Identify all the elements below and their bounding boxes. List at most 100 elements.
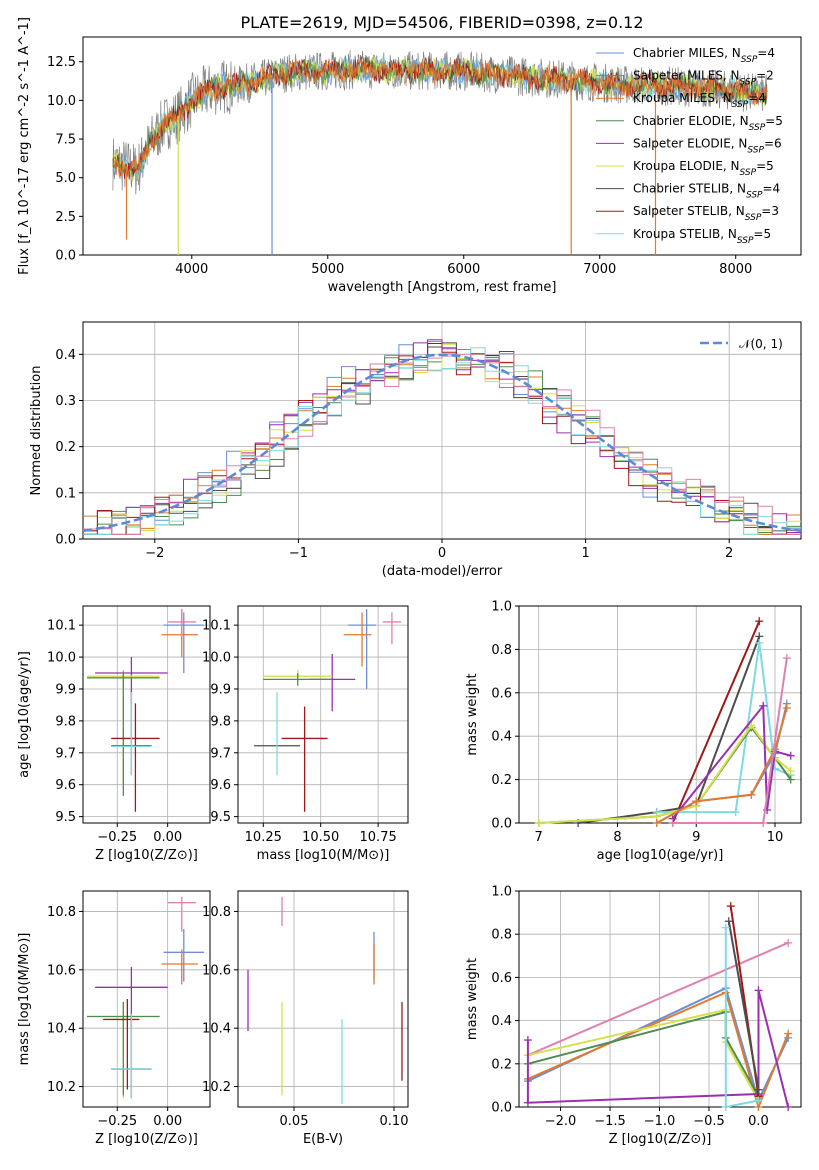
errorbar-point	[103, 999, 140, 1090]
plot-frame	[237, 890, 409, 1108]
y-tick-label: 12.5	[47, 55, 76, 70]
x-tick-label: 0.00	[153, 830, 182, 845]
errorbars	[254, 609, 402, 812]
plus-marker	[721, 1103, 730, 1111]
errorbar-point	[87, 671, 160, 796]
x-axis-label: (data-model)/error	[382, 564, 503, 579]
x-tick-label: −0.5	[693, 1114, 725, 1129]
y-tick-label: 0.0	[491, 817, 512, 832]
x-tick-label: 2	[725, 546, 733, 561]
y-axis-label: Flux [f_λ 10^-17 erg cm^-2 s^-1 A^-1]	[17, 17, 32, 275]
y-tick-label: 0.6	[491, 686, 512, 701]
axes-age_vs_mass: 10.25 10.50 10.75 9.5 9.6 9.7 9.8 9.9 10.0 10.1 ma…	[202, 605, 409, 863]
plus-marker	[755, 617, 764, 626]
y-tick-label: 10.1	[47, 619, 76, 634]
y-tick-label: 0.4	[55, 348, 76, 363]
plus-marker	[754, 1085, 763, 1094]
weight-series-line	[671, 620, 761, 824]
y-tick-label: 0.8	[491, 643, 512, 658]
plus-marker	[721, 923, 730, 932]
y-tick-label: 9.7	[210, 746, 231, 761]
y-axis-label: mass weight	[465, 673, 480, 755]
plus-marker	[731, 808, 740, 817]
x-tick-label: 9	[692, 830, 700, 845]
y-axis-label: Normed distribution	[29, 366, 44, 496]
weight-series-line	[671, 703, 792, 820]
plus-marker	[724, 917, 733, 926]
legend-entry-label: Kroupa STELIB, NSSP=5	[633, 227, 771, 246]
plus-marker	[782, 654, 791, 663]
weight-series-line	[527, 941, 789, 1057]
x-tick-label: −1	[289, 546, 308, 561]
y-axis-label: age [log10(age/yr)]	[17, 651, 32, 778]
errorbars	[87, 896, 204, 1099]
plus-marker	[754, 1096, 763, 1105]
plus-marker	[755, 638, 764, 647]
errorbar-point	[111, 1013, 152, 1099]
weight-series-line	[527, 1010, 760, 1097]
y-tick-label: 1.0	[491, 600, 512, 615]
y-tick-label: 9.6	[210, 778, 231, 793]
errorbar-point	[111, 692, 152, 776]
weight-series-line	[577, 636, 761, 824]
residual-histogram	[83, 353, 801, 535]
y-axis-label: mass weight	[465, 958, 480, 1040]
errorbar-point	[382, 612, 402, 645]
x-tick-label: 5000	[311, 262, 344, 277]
x-tick-label: 7000	[583, 262, 616, 277]
axes-mass_vs_EBV: 0.05 0.10 10.2 10.4 10.6 10.8 E(B-V)	[202, 890, 409, 1147]
plus-marker	[652, 819, 661, 827]
y-tick-label: 0.6	[491, 971, 512, 986]
gaussian-curve	[83, 353, 801, 533]
plus-marker	[523, 1098, 532, 1107]
x-tick-label: 8	[613, 830, 621, 845]
weight-lines	[534, 617, 795, 827]
legend-entry-label: Kroupa ELODIE, NSSP=5	[633, 159, 774, 178]
x-tick-label: 0.05	[280, 1114, 309, 1129]
y-tick-label: 10.4	[202, 1022, 231, 1037]
y-tick-label: 0.4	[491, 1014, 512, 1029]
plot-frame	[237, 605, 409, 824]
plus-marker	[754, 986, 763, 995]
x-tick-label: 8000	[719, 262, 752, 277]
weight-lines	[523, 902, 793, 1111]
plot-frame	[82, 605, 211, 824]
y-tick-label: 0.2	[55, 440, 76, 455]
plus-marker	[747, 790, 756, 799]
plus-marker	[668, 819, 677, 827]
legend-gaussian-label: 𝒩(0, 1)	[739, 337, 783, 351]
plus-marker	[759, 701, 768, 710]
y-tick-label: 0.0	[55, 533, 76, 548]
y-tick-label: 0.0	[491, 1101, 512, 1116]
plus-marker	[784, 938, 793, 947]
plus-marker	[784, 1103, 793, 1111]
errorbars	[87, 609, 204, 812]
y-tick-label: 9.7	[55, 746, 76, 761]
residual-histogram	[83, 343, 801, 535]
x-axis-label: Z [log10(Z/Z⊙)]	[95, 848, 198, 863]
y-tick-label: 0.3	[55, 394, 76, 409]
residual-histogram	[83, 347, 801, 535]
y-tick-label: 1.0	[491, 885, 512, 900]
y-tick-label: 10.6	[202, 963, 231, 978]
y-tick-label: 9.8	[210, 714, 231, 729]
y-tick-label: 10.2	[47, 1080, 76, 1095]
y-tick-label: 2.5	[55, 210, 76, 225]
y-tick-label: 9.5	[55, 810, 76, 825]
y-tick-label: 10.0	[47, 94, 76, 109]
y-tick-label: 0.4	[491, 730, 512, 745]
errorbar-point	[87, 1001, 160, 1096]
x-axis-label: age [log10(age/yr)]	[597, 848, 724, 863]
y-axis-label: mass [log10(M/M⊙)]	[17, 933, 32, 1066]
x-axis-label: Z [log10(Z/Z⊙)]	[609, 1132, 712, 1147]
errorbar-point	[163, 928, 204, 982]
x-axis-label: Z [log10(Z/Z⊙)]	[95, 1132, 198, 1147]
y-tick-label: 5.0	[55, 171, 76, 186]
x-tick-label: −0.25	[97, 830, 137, 845]
y-tick-label: 10.2	[202, 1080, 231, 1095]
errorbar-point	[263, 673, 333, 686]
errorbar-point	[167, 896, 196, 932]
axes-mass_weight_vs_Z: −2.0 −1.5 −1.0 −0.5 0.0 0.0 0.2 0.4 0.6 0.8 1.0 Z […	[465, 885, 802, 1147]
axes-age_vs_Z: −0.25 0.00 9.5 9.6 9.7 9.8 9.9 10.0 10.1 Z [log10…	[17, 605, 211, 863]
